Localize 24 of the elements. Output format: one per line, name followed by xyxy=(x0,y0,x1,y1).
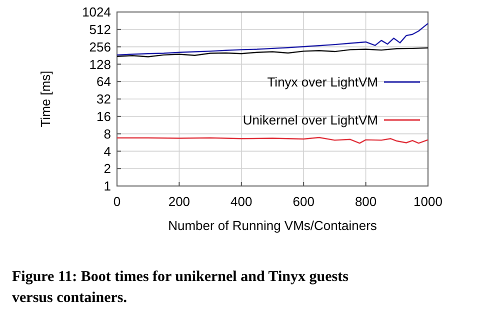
legend-label: Unikernel over LightVM xyxy=(242,112,378,128)
y-tick-label: 4 xyxy=(104,144,111,159)
y-tick-label: 128 xyxy=(89,56,111,72)
y-tick-label: 32 xyxy=(96,92,111,107)
y-tick-label: 2 xyxy=(104,161,111,176)
x-tick-label: 1000 xyxy=(414,194,442,209)
line-series xyxy=(116,47,429,58)
text: Figure 11: Boot times for unikernel and Tinyx guests versus containers. xyxy=(12,269,349,306)
x-tick-label: 600 xyxy=(292,194,314,209)
y-tick-label: 1 xyxy=(104,178,111,194)
line-series xyxy=(116,22,429,56)
y-tick-label: 64 xyxy=(96,74,111,90)
x-tick-label: 800 xyxy=(354,194,377,209)
x-tick-label: 200 xyxy=(168,194,190,209)
x-tick-label: 0 xyxy=(113,194,121,209)
y-axis-title: Time [ms] xyxy=(38,70,53,128)
y-tick-label: 16 xyxy=(96,108,111,124)
y-tick-label: 1024 xyxy=(82,4,111,20)
x-tick-label: 400 xyxy=(230,194,252,209)
y-tick-label: 8 xyxy=(104,126,111,142)
y-tick-label: 256 xyxy=(89,39,111,54)
legend-label: Tinyx over LightVM xyxy=(267,74,378,90)
y-tick-label: 512 xyxy=(89,22,111,37)
x-axis-title: Number of Running VMs/Containers xyxy=(168,218,378,233)
